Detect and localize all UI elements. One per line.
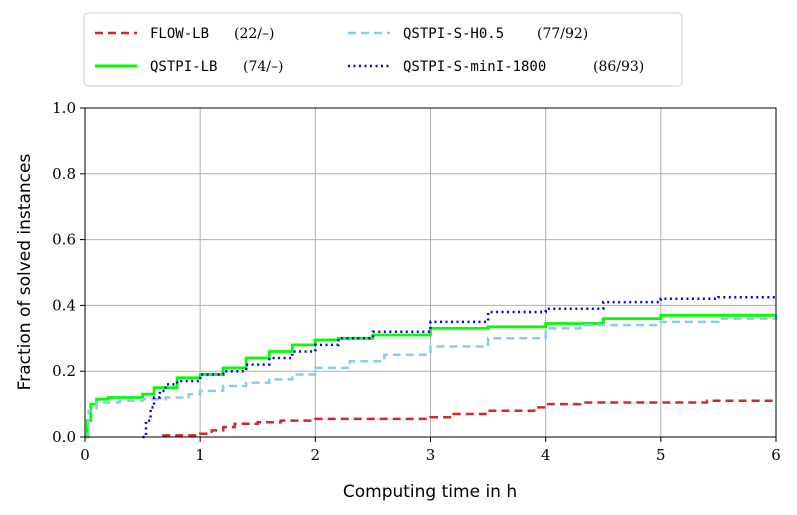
legend-count-flow-lb: (22/–) xyxy=(234,26,274,42)
y-tick-label: 1.0 xyxy=(52,99,76,117)
series-line-flow-lb xyxy=(162,399,776,437)
x-axis: 0 1 2 3 4 5 6 xyxy=(80,437,781,464)
legend-count-qstpi-s-mini-1800: (86/93) xyxy=(593,59,644,75)
y-tick-label: 0.4 xyxy=(52,296,76,314)
series-line-qstpi-lb xyxy=(85,313,776,439)
series-line-qstpi-s-mini-1800 xyxy=(142,295,778,439)
grid xyxy=(84,107,777,438)
x-tick-label: 0 xyxy=(80,446,90,464)
y-axis-label: Fraction of solved instances xyxy=(15,154,35,391)
legend-count-qstpi-lb: (74/–) xyxy=(243,59,283,75)
x-tick-label: 3 xyxy=(426,446,436,464)
legend-name-qstpi-s-mini-1800: QSTPI-S-minI-1800 xyxy=(403,59,546,75)
x-axis-label: Computing time in h xyxy=(343,482,517,502)
y-tick-label: 0.0 xyxy=(52,428,76,446)
legend: FLOW-LB (22/–) QSTPI-LB (74/–) QSTPI-S-H… xyxy=(83,12,683,87)
x-tick-label: 1 xyxy=(195,446,205,464)
legend-name-flow-lb: FLOW-LB xyxy=(150,26,209,42)
x-tick-label: 4 xyxy=(541,446,551,464)
x-tick-label: 6 xyxy=(771,446,781,464)
legend-name-qstpi-lb: QSTPI-LB xyxy=(150,59,217,75)
legend-count-qstpi-s-h05: (77/92) xyxy=(537,26,588,42)
y-tick-label: 0.8 xyxy=(52,165,76,183)
series-layer xyxy=(85,295,778,439)
x-tick-label: 2 xyxy=(311,446,321,464)
x-tick-label: 5 xyxy=(656,446,666,464)
y-axis: 0.0 0.2 0.4 0.6 0.8 1.0 xyxy=(52,99,85,446)
legend-frame xyxy=(83,12,683,87)
legend-name-qstpi-s-h05: QSTPI-S-H0.5 xyxy=(403,26,504,42)
y-tick-label: 0.2 xyxy=(52,362,76,380)
series-line-qstpi-s-h0-5 xyxy=(85,310,778,439)
y-tick-label: 0.6 xyxy=(52,231,76,249)
